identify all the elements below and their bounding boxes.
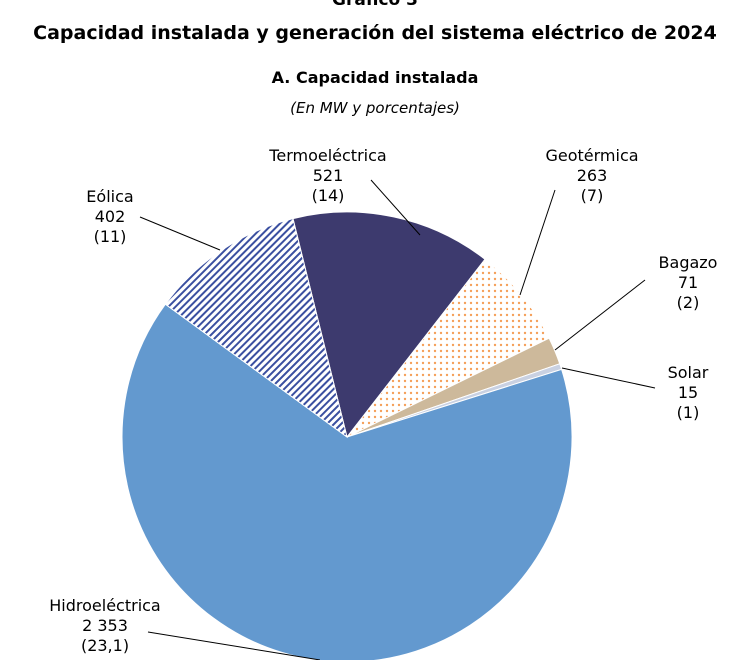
leader-line bbox=[561, 367, 656, 389]
slice-label-name: Bagazo bbox=[658, 253, 718, 272]
slice-label-pct-label: (11) bbox=[93, 227, 127, 246]
slice-label: Bagazo 71 (2) bbox=[659, 253, 718, 313]
slice-label-value-label: 15 bbox=[677, 383, 699, 402]
slice-label-name: Geotérmica bbox=[545, 146, 639, 165]
slice-label-pct-label: (1) bbox=[676, 403, 700, 422]
slice-label-name: Termoeléctrica bbox=[269, 146, 387, 165]
slice-label-pct-label: (2) bbox=[676, 293, 700, 312]
slice-label: Solar 15 (1) bbox=[668, 363, 709, 423]
slice-label-pct-label: (14) bbox=[311, 186, 345, 205]
slice-label-value-label: 71 bbox=[677, 273, 699, 292]
slice-label-value-label: 263 bbox=[576, 166, 608, 185]
slice-label: Geotérmica 263 (7) bbox=[545, 146, 638, 206]
slice-label-value-label: 402 bbox=[94, 207, 126, 226]
leader-line bbox=[519, 189, 556, 296]
pie-slice-hidroeléctrica bbox=[121, 303, 573, 660]
slice-label-name: Solar bbox=[667, 363, 709, 382]
slice-label-name: Eólica bbox=[86, 187, 134, 206]
leader-line bbox=[139, 216, 221, 251]
slice-label-value-label: 2 353 bbox=[82, 616, 128, 635]
chart-title: Capacidad instalada y generación del sis… bbox=[33, 22, 717, 44]
slice-label-pct-label: (7) bbox=[580, 186, 604, 205]
chart-units: (En MW y porcentajes) bbox=[290, 99, 460, 117]
slice-label: Eólica 402 (11) bbox=[86, 187, 133, 247]
chart-subtitle: A. Capacidad instalada bbox=[271, 68, 479, 87]
pie-slice-eólica bbox=[164, 217, 348, 439]
leader-line bbox=[554, 279, 646, 351]
leader-line bbox=[147, 631, 321, 660]
slice-label: Hidroeléctrica 2 353 (23,1) bbox=[49, 596, 160, 656]
slice-label-value-label: 521 bbox=[312, 166, 344, 185]
pie-slice-termoeléctrica bbox=[292, 211, 486, 439]
leader-line bbox=[370, 179, 421, 236]
slice-label-name: Hidroeléctrica bbox=[49, 596, 161, 615]
pie-slice-geotérmica bbox=[346, 258, 550, 438]
figure-label: Gráfico 3 bbox=[332, 0, 418, 10]
slice-label-pct-label: (23,1) bbox=[80, 636, 130, 655]
slice-label: Termoeléctrica 521 (14) bbox=[269, 146, 386, 206]
